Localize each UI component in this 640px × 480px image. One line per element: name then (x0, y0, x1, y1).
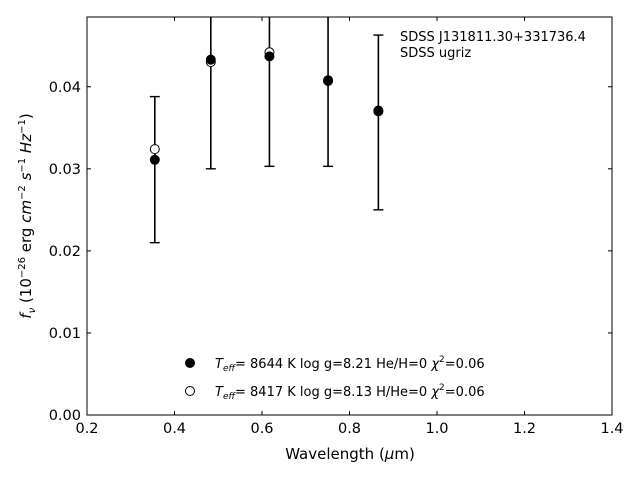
legend-marker-filled (185, 358, 195, 368)
plot-frame (86, 16, 613, 416)
x-tick-label: 1.4 (600, 421, 623, 437)
y-tick-label: 0.04 (49, 80, 81, 96)
x-tick-label: 1.2 (513, 421, 536, 437)
legend-2-chi2: =0.06 (445, 385, 485, 400)
legend-1-logg: log g=8.21 (300, 357, 372, 372)
data-point-filled (205, 54, 216, 65)
legend-2-comp: H/He=0 (376, 385, 427, 400)
svg-text:Wavelength (μm): Wavelength (μm) (285, 445, 415, 463)
legend-1-temp: 8644 K (250, 357, 296, 372)
legend-entry-2: Teff= 8417 K log g=8.13 H/He=0 χ2=0.06 (185, 383, 485, 402)
data-point-filled (264, 51, 275, 62)
error-bar (149, 95, 160, 244)
data-point-open (149, 144, 160, 155)
legend-1-comp: He/H=0 (376, 357, 427, 372)
legend-2-temp: 8417 K (250, 385, 296, 400)
data-point-filled (149, 154, 160, 165)
object-annotation: SDSS J131811.30+331736.4 SDSS ugriz (400, 30, 586, 61)
svg-text:Teff= 8417 K log g=8.13 H/H: Teff= 8417 K log g=8.13 H/He=0 χ2=0.06 (215, 383, 485, 402)
x-tick-label: 0.8 (338, 421, 361, 437)
plot-area (86, 16, 613, 416)
legend-entry-1: Teff= 8644 K log g=8.21 He/H=0 χ2=0.06 (185, 355, 485, 374)
legend-1-chi2: =0.06 (445, 357, 485, 372)
y-tick-label: 0.02 (49, 244, 81, 260)
error-bar (323, 17, 334, 168)
y-tick-label: 0.03 (49, 162, 81, 178)
y-tick-label: 0.00 (49, 408, 81, 424)
x-tick-label: 0.6 (250, 421, 273, 437)
x-tick-label: 0.4 (163, 421, 186, 437)
y-axis-title: fν (10−26 erg cm−2 s−1 Hz−1) (17, 113, 38, 318)
legend: Teff= 8644 K log g=8.21 He/H=0 χ2=0.06 T… (185, 355, 485, 402)
y-tick-label: 0.01 (49, 326, 81, 342)
svg-text:fν (10−26 erg cm−2 s−1 Hz−1): fν (10−26 erg cm−2 s−1 Hz−1) (17, 113, 38, 318)
data-markers (149, 47, 384, 165)
axis-ticks: 0.2 0.4 0.6 0.8 1.0 1.2 1.4 0.00 0.01 0.02 0.03 0.0… (49, 17, 624, 437)
error-bars (149, 17, 384, 244)
error-bar (264, 17, 275, 168)
error-bar (205, 17, 216, 170)
svg-text:Teff= 8644 K log g=8.21 He/: Teff= 8644 K log g=8.21 He/H=0 χ2=0.06 (215, 355, 485, 374)
annotation-line-1: SDSS J131811.30+331736.4 (400, 30, 586, 45)
x-tick-label: 1.0 (425, 421, 448, 437)
annotation-line-2: SDSS ugriz (400, 46, 471, 61)
legend-2-logg: log g=8.13 (300, 385, 372, 400)
data-point-filled (323, 75, 334, 86)
legend-marker-open (185, 386, 195, 396)
x-tick-label: 0.2 (75, 421, 98, 437)
x-axis-title: Wavelength (μm) (285, 445, 415, 463)
error-bar (373, 34, 384, 211)
data-point-filled (373, 105, 384, 116)
